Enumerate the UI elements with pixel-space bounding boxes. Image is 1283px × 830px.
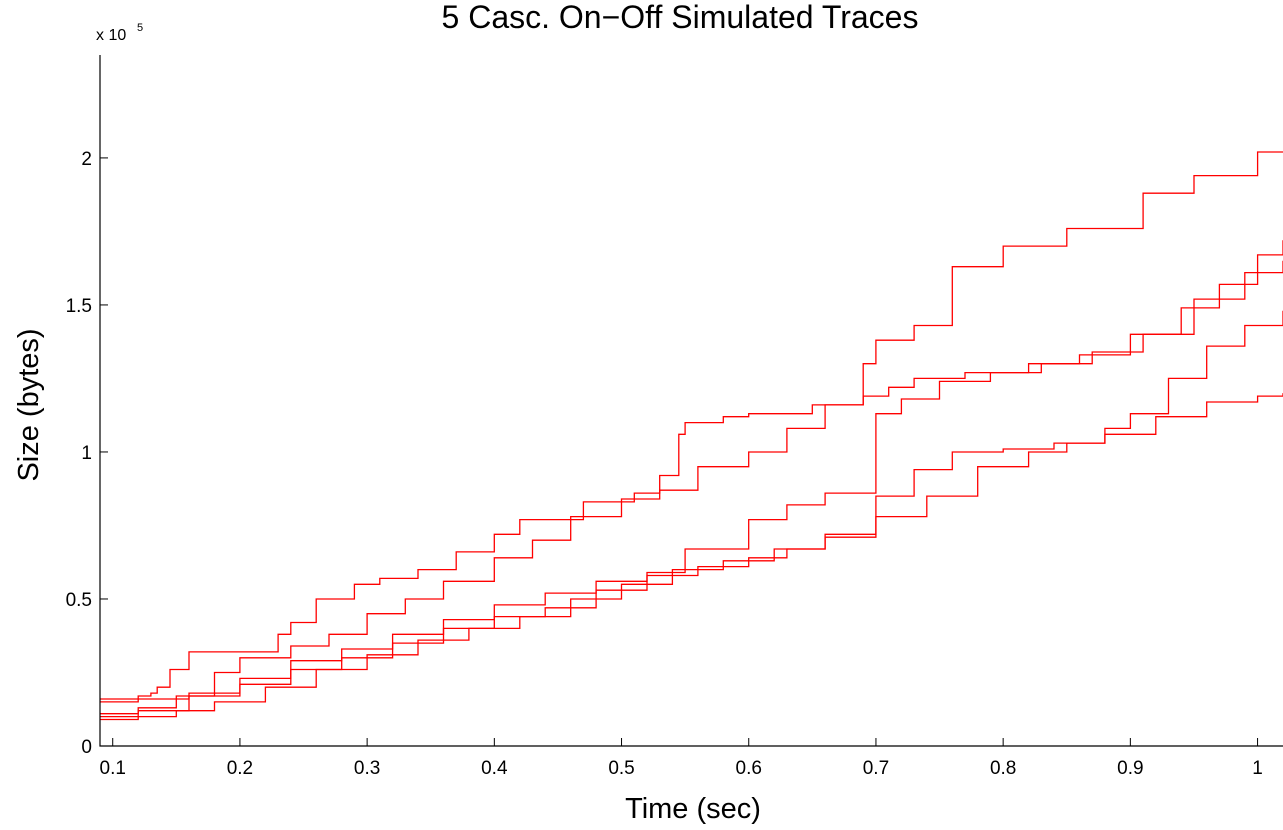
x-tick-label: 0.7 <box>863 758 889 779</box>
y-tick-label: 2 <box>81 149 92 170</box>
x-tick-label: 1 <box>1252 758 1263 779</box>
x-axis-title: Time (sec) <box>625 793 761 825</box>
x-tick-label: 0.3 <box>354 758 380 779</box>
trace-line-1 <box>100 151 1283 700</box>
y-tick-label: 1 <box>81 443 92 464</box>
y-tick-label: 1.5 <box>66 296 92 317</box>
x-tick-label: 0.9 <box>1117 758 1143 779</box>
x-tick-label: 0.1 <box>100 758 126 779</box>
y-axis-multiplier: x 10 5 <box>96 22 143 44</box>
chart-title: 5 Casc. On−Off Simulated Traces <box>442 0 919 35</box>
x-tick-label: 0.8 <box>990 758 1016 779</box>
x-tick-label: 0.6 <box>736 758 762 779</box>
trace-line-4 <box>100 310 1283 721</box>
x-tick-label: 0.4 <box>481 758 508 779</box>
y-tick-label: 0 <box>81 737 92 758</box>
y-axis-title: Size (bytes) <box>13 328 45 481</box>
y-multiplier-exponent: 5 <box>137 22 143 34</box>
y-axis-ticks: 0 0.5 1 1.5 2 <box>66 149 108 758</box>
x-tick-label: 0.5 <box>608 758 634 779</box>
trace-line-3 <box>100 240 1283 718</box>
y-multiplier-label: x 10 <box>96 27 126 44</box>
y-tick-label: 0.5 <box>66 590 92 611</box>
trace-line-5 <box>100 393 1283 703</box>
traces-group <box>100 151 1283 721</box>
x-tick-label: 0.2 <box>227 758 253 779</box>
x-axis-ticks: 0.1 0.2 0.3 0.4 0.5 0.6 0.7 0.8 0.9 1 <box>100 738 1263 779</box>
